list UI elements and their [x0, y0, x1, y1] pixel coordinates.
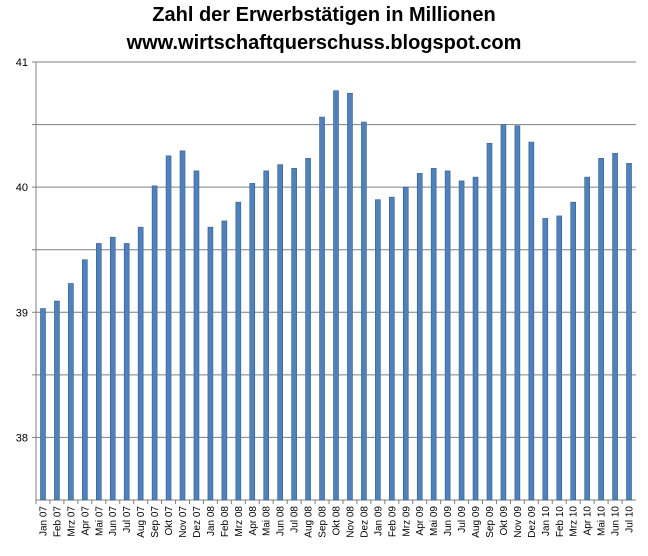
- bar: [319, 116, 325, 501]
- bar: [54, 300, 60, 501]
- x-tick-label: Sep 09: [485, 506, 496, 538]
- x-tick-label: Jun 07: [108, 506, 119, 536]
- x-tick-label: Jul 09: [457, 506, 468, 533]
- y-tick-label: 39: [16, 307, 28, 319]
- bar: [389, 196, 395, 501]
- bar: [500, 124, 507, 501]
- x-tick-label: Mrz 09: [401, 506, 412, 537]
- y-tick-labels: 41 40 39 38: [16, 57, 28, 444]
- x-tick-label: Apr 07: [80, 506, 91, 536]
- x-tick-label: Jul 07: [122, 506, 133, 533]
- x-tick-label: Mrz 07: [66, 506, 77, 537]
- bars: [40, 90, 632, 501]
- bar: [375, 199, 381, 501]
- x-tick-label: Jul 10: [625, 506, 636, 533]
- bar: [486, 143, 493, 501]
- x-tick-label: Feb 09: [387, 506, 398, 538]
- bar: [528, 141, 535, 501]
- x-tick-label: Mai 10: [597, 506, 608, 536]
- bar: [95, 243, 102, 501]
- bar: [40, 308, 46, 501]
- x-tick-label: Feb 10: [555, 506, 566, 538]
- bar: [221, 220, 228, 501]
- x-tick-label: Jan 07: [38, 506, 49, 536]
- bar: [305, 158, 311, 501]
- x-tick-label: Apr 10: [583, 506, 594, 536]
- bar: [263, 170, 270, 501]
- x-tick-label: Mai 09: [429, 506, 440, 536]
- x-tick-label: Nov 08: [345, 506, 356, 538]
- bar: [179, 150, 186, 501]
- x-tick-label: Dez 09: [527, 506, 538, 538]
- x-tick-label: Mrz 10: [569, 506, 580, 537]
- x-tick-label: Jan 10: [541, 506, 552, 536]
- x-tick-label: Mai 08: [262, 506, 273, 536]
- x-tick-label: Jun 10: [611, 506, 622, 536]
- bar: [556, 215, 563, 501]
- x-tick-label: Jun 08: [276, 506, 287, 536]
- x-tick-label: Sep 08: [318, 506, 329, 538]
- x-tick-label: Mai 07: [94, 506, 105, 536]
- bar: [416, 173, 423, 501]
- bar: [626, 163, 632, 501]
- bar: [584, 176, 590, 501]
- bar: [123, 243, 130, 501]
- bar: [291, 168, 297, 501]
- bar: [402, 186, 409, 501]
- x-tick-label: Sep 07: [150, 506, 161, 538]
- x-tick-label: Nov 09: [513, 506, 524, 538]
- x-tick-label: Jun 09: [443, 506, 454, 536]
- bar: [68, 283, 74, 501]
- y-tick-label: 38: [16, 432, 28, 444]
- bar: [165, 155, 172, 501]
- chart-title: Zahl der Erwerbstätigen in Millionen: [152, 4, 496, 26]
- x-tick-label: Aug 07: [136, 506, 147, 538]
- x-tick-label: Aug 09: [471, 506, 482, 538]
- bar: [514, 125, 521, 501]
- bar: [109, 236, 116, 501]
- bar: [570, 201, 577, 501]
- bar: [333, 90, 339, 501]
- x-tick-label: Apr 09: [415, 506, 426, 536]
- bar: [612, 153, 618, 501]
- x-tick-label: Apr 08: [248, 506, 259, 536]
- bar: [249, 183, 256, 501]
- y-tick-label: 40: [16, 182, 28, 194]
- bar: [430, 168, 437, 501]
- chart-subtitle: www.wirtschaftquerschuss.blogspot.com: [126, 32, 522, 54]
- bar: [235, 201, 242, 501]
- bar: [193, 170, 200, 501]
- x-tick-label: Okt 08: [332, 506, 343, 536]
- bar: [347, 92, 353, 501]
- bar: [277, 164, 283, 501]
- bar: [361, 121, 367, 501]
- x-tick-label: Okt 07: [164, 506, 175, 536]
- bar: [472, 176, 479, 501]
- x-tick-label: Dez 07: [192, 506, 203, 538]
- x-tick-labels: Jan 07 Feb 07 Mrz 07 Apr 07 Mai 07 Jun 07 Jul …: [38, 506, 635, 538]
- bar: [598, 158, 604, 501]
- x-tick-label: Jul 08: [290, 506, 301, 533]
- bar: [137, 226, 144, 501]
- bar: [458, 180, 465, 501]
- y-tick-label: 41: [16, 57, 28, 69]
- x-tick-label: Feb 08: [220, 506, 231, 538]
- x-tick-label: Dez 08: [359, 506, 370, 538]
- bar: [207, 226, 214, 501]
- x-tick-label: Mrz 08: [234, 506, 245, 537]
- x-tick-label: Okt 09: [499, 506, 510, 536]
- x-tick-label: Jan 09: [373, 506, 384, 536]
- x-tick-label: Aug 08: [304, 506, 315, 538]
- bar: [542, 218, 549, 501]
- bar: [151, 185, 158, 501]
- bar: [444, 170, 451, 501]
- x-tick-label: Nov 07: [178, 506, 189, 538]
- bar: [82, 259, 88, 501]
- x-tick-label: Jan 08: [206, 506, 217, 536]
- x-tick-label: Feb 07: [52, 506, 63, 538]
